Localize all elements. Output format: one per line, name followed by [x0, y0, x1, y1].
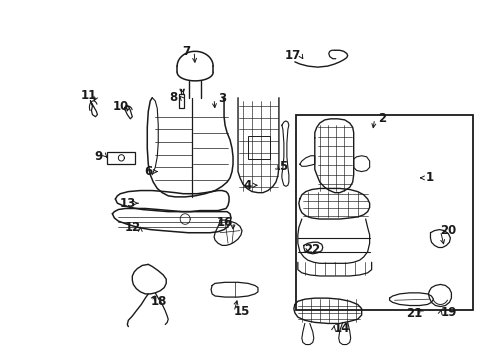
Text: 3: 3: [218, 92, 225, 105]
Bar: [295, 114, 472, 310]
Bar: [247, 136, 269, 159]
Text: 17: 17: [284, 49, 301, 62]
Text: 8: 8: [169, 91, 177, 104]
Text: 22: 22: [303, 243, 319, 256]
Text: 1: 1: [425, 171, 433, 184]
Text: 6: 6: [144, 165, 152, 178]
Text: 10: 10: [112, 100, 128, 113]
Text: 11: 11: [80, 89, 96, 102]
Text: 20: 20: [439, 224, 456, 237]
Text: 4: 4: [244, 179, 252, 192]
Text: 9: 9: [94, 150, 102, 163]
Text: 2: 2: [378, 112, 386, 125]
Text: 19: 19: [439, 306, 456, 319]
Bar: [179, 94, 184, 108]
Text: 13: 13: [119, 197, 135, 210]
Text: 16: 16: [216, 216, 233, 229]
Text: 15: 15: [233, 305, 250, 318]
Text: 7: 7: [182, 45, 190, 58]
Text: 12: 12: [124, 221, 140, 234]
Text: 5: 5: [278, 160, 286, 173]
Bar: [107, 152, 135, 164]
Text: 21: 21: [406, 307, 422, 320]
Text: 18: 18: [151, 295, 167, 308]
Text: 14: 14: [333, 322, 349, 335]
